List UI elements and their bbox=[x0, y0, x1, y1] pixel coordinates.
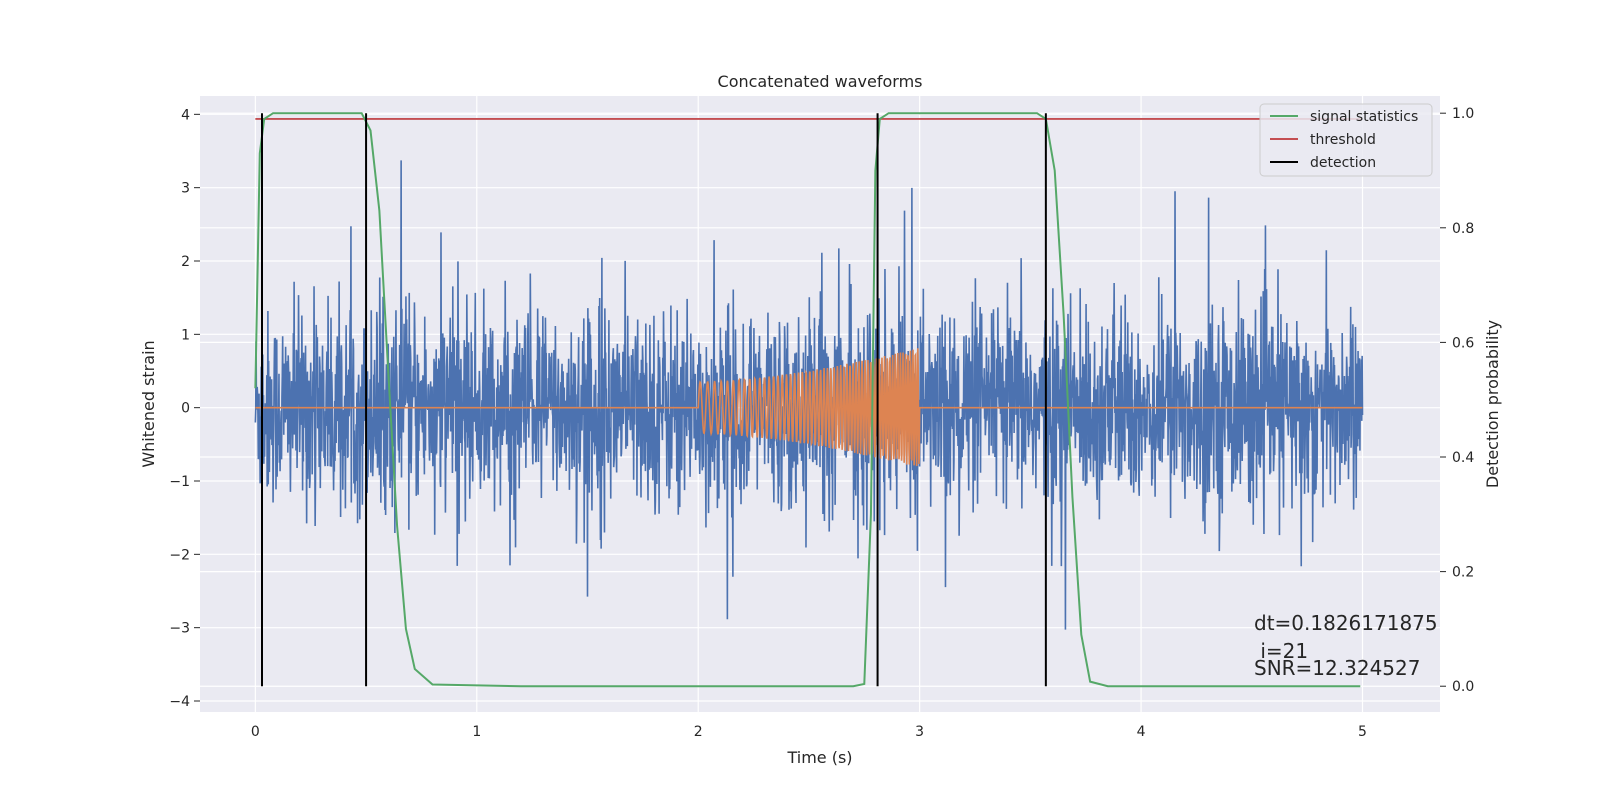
legend-detection-label: detection bbox=[1310, 155, 1376, 171]
y2-tick-label: 1.0 bbox=[1452, 106, 1474, 122]
y-axis-label: Whitened strain bbox=[139, 340, 158, 467]
template-series-line bbox=[255, 348, 1363, 467]
y-tick-label: 4 bbox=[181, 107, 190, 123]
y-tick-label: −2 bbox=[169, 547, 190, 563]
y2-tick-label: 0.0 bbox=[1452, 679, 1474, 695]
y-tick-label: 0 bbox=[181, 401, 190, 417]
x-tick-label: 0 bbox=[251, 724, 260, 740]
legend-signal-statistics-label: signal statistics bbox=[1310, 109, 1418, 125]
legend-threshold-label: threshold bbox=[1310, 132, 1376, 148]
y2-tick-label: 0.4 bbox=[1452, 450, 1474, 466]
i-annotation: i=21 bbox=[1254, 639, 1308, 663]
y2-axis-label: Detection probability bbox=[1483, 320, 1502, 488]
detection-lines bbox=[261, 113, 1047, 687]
y-tick-label: −1 bbox=[169, 474, 190, 490]
y2-tick-label: 0.8 bbox=[1452, 221, 1474, 237]
y2-tick-label: 0.2 bbox=[1452, 565, 1474, 581]
axes-ticks: 0 1 2 3 4 5 −4 −3 −2 −1 0 1 2 3 4 0.0 0.2 0.4 0.6 0.8 1.0 bbox=[169, 106, 1474, 740]
snr-annotation: SNR=12.324527 bbox=[1254, 656, 1420, 680]
x-axis-label: Time (s) bbox=[786, 748, 852, 767]
data-layer bbox=[254, 112, 1364, 688]
strain-series-line bbox=[254, 160, 1364, 630]
y-tick-label: −4 bbox=[169, 694, 190, 710]
legend-box bbox=[1259, 103, 1433, 177]
x-tick-label: 4 bbox=[1137, 724, 1146, 740]
x-tick-label: 1 bbox=[472, 724, 481, 740]
y-tick-label: 3 bbox=[181, 181, 190, 197]
y-tick-label: 2 bbox=[181, 254, 190, 270]
x-tick-label: 2 bbox=[694, 724, 703, 740]
legend: signal statistics threshold detection bbox=[1259, 103, 1433, 177]
y2-tick-label: 0.6 bbox=[1452, 335, 1474, 351]
x-tick-label: 3 bbox=[915, 724, 924, 740]
x-tick-label: 5 bbox=[1358, 724, 1367, 740]
y-tick-label: −3 bbox=[169, 621, 190, 637]
chart-title: Concatenated waveforms bbox=[718, 72, 923, 91]
y-tick-label: 1 bbox=[181, 327, 190, 343]
dt-annotation: dt=0.1826171875 bbox=[1254, 611, 1438, 635]
